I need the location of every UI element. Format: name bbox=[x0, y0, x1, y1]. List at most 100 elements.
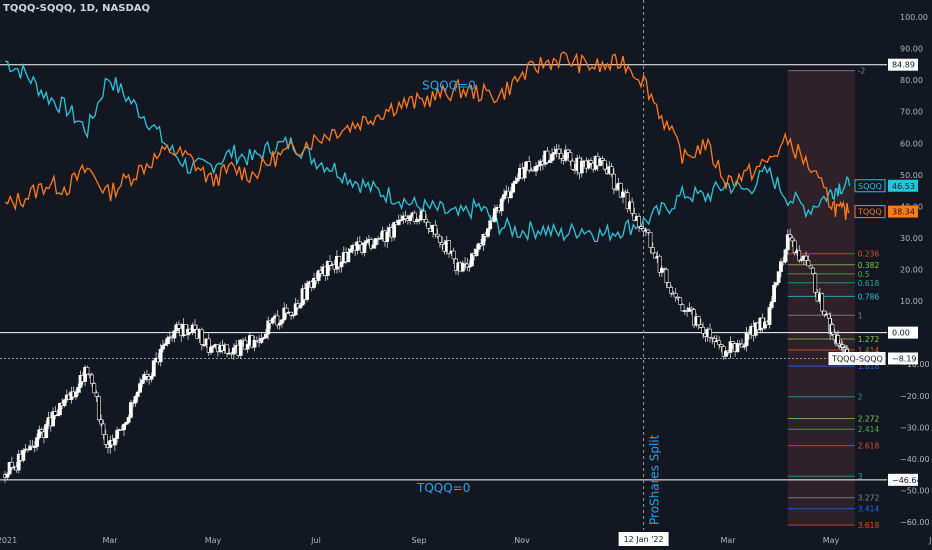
fib-level-label: 3.618 bbox=[858, 521, 880, 530]
candle bbox=[275, 315, 280, 326]
price-tag-value: −8.19 bbox=[892, 354, 917, 363]
hline-price-label: −46.64 bbox=[892, 476, 922, 485]
candle bbox=[92, 383, 97, 394]
y-tick-label: 30.00 bbox=[900, 234, 923, 243]
fib-level-label: 2.272 bbox=[858, 414, 880, 423]
fib-level-label: 1.414 bbox=[858, 346, 880, 355]
y-tick-label: 10.00 bbox=[900, 297, 923, 306]
candle bbox=[463, 262, 467, 265]
candle bbox=[305, 283, 310, 300]
candle bbox=[437, 235, 442, 243]
candle bbox=[252, 340, 257, 348]
x-tick-label: Sep bbox=[411, 536, 426, 545]
candle bbox=[142, 374, 147, 381]
candle bbox=[666, 282, 671, 288]
candle bbox=[744, 332, 749, 346]
candle bbox=[467, 265, 472, 268]
y-tick-label: −10.00 bbox=[900, 360, 930, 369]
candle bbox=[648, 232, 653, 248]
candle bbox=[55, 414, 60, 417]
candle bbox=[653, 252, 657, 259]
candle bbox=[662, 268, 667, 270]
candle bbox=[298, 304, 303, 309]
x-tick-label: May bbox=[823, 536, 840, 545]
fib-level-label: 1 bbox=[858, 311, 863, 320]
candle bbox=[199, 329, 204, 345]
candle bbox=[767, 307, 772, 325]
y-tick-label: 100.00 bbox=[900, 13, 928, 22]
y-tick-label: 50.00 bbox=[900, 171, 923, 180]
candle bbox=[16, 453, 21, 471]
candle bbox=[522, 167, 527, 179]
candle bbox=[193, 324, 197, 330]
price-tag-name-box bbox=[854, 179, 886, 193]
candle bbox=[779, 261, 783, 272]
candle bbox=[266, 320, 271, 335]
candle bbox=[140, 379, 145, 384]
fib-level-label: 0.618 bbox=[858, 279, 880, 288]
candle bbox=[698, 324, 703, 328]
fib-level-label: 3.272 bbox=[858, 494, 880, 503]
y-tick-label: 90.00 bbox=[900, 45, 923, 54]
candle bbox=[486, 228, 490, 237]
price-tag-name-box bbox=[828, 351, 886, 365]
x-tick-label: Jul bbox=[928, 536, 932, 545]
candle bbox=[790, 237, 795, 242]
y-tick-label: −30.00 bbox=[900, 423, 930, 432]
candle bbox=[763, 321, 767, 329]
y-tick-label: −60.00 bbox=[900, 518, 930, 527]
candle bbox=[792, 240, 797, 253]
candle bbox=[211, 345, 216, 348]
candle bbox=[769, 301, 774, 308]
candle bbox=[508, 191, 513, 199]
candle bbox=[618, 183, 623, 198]
candle bbox=[28, 445, 33, 450]
candle bbox=[515, 177, 520, 182]
candle bbox=[5, 473, 10, 478]
candle bbox=[481, 234, 486, 246]
candle bbox=[421, 210, 426, 220]
candle bbox=[566, 149, 570, 153]
candle bbox=[385, 231, 390, 242]
candle bbox=[259, 338, 264, 343]
candle bbox=[128, 402, 133, 418]
candle bbox=[312, 278, 316, 288]
candle bbox=[728, 341, 733, 353]
fib-level-label: 0.786 bbox=[858, 292, 880, 301]
x-tick-label: Mar bbox=[720, 536, 736, 545]
candle bbox=[488, 220, 493, 230]
candle bbox=[657, 255, 662, 273]
candle bbox=[660, 268, 664, 273]
chart-title: TQQQ-SQQQ, 1D, NASDAQ bbox=[3, 3, 151, 14]
candle bbox=[62, 399, 67, 406]
price-tag-value-box bbox=[888, 179, 918, 192]
candle bbox=[206, 338, 211, 353]
y-tick-label: −20.00 bbox=[900, 392, 930, 401]
candle bbox=[646, 229, 651, 233]
candle bbox=[291, 314, 296, 317]
candle bbox=[451, 250, 456, 260]
fib-level-label: 0.236 bbox=[858, 250, 880, 259]
candle bbox=[39, 429, 44, 433]
candle bbox=[730, 341, 735, 344]
candle bbox=[115, 429, 120, 439]
candle bbox=[602, 160, 607, 170]
series-tqqq-line bbox=[4, 51, 850, 221]
candle bbox=[559, 153, 564, 159]
candle bbox=[293, 303, 298, 316]
candle bbox=[51, 411, 55, 427]
candle bbox=[364, 240, 369, 244]
candle bbox=[138, 383, 142, 393]
price-tag-value-box bbox=[888, 352, 918, 365]
candle bbox=[680, 304, 685, 312]
candle bbox=[586, 160, 591, 169]
candle bbox=[710, 336, 715, 339]
candle bbox=[717, 340, 722, 345]
y-tick-label: 20.00 bbox=[900, 266, 923, 275]
candle bbox=[625, 192, 630, 210]
candle bbox=[101, 423, 106, 435]
candle bbox=[552, 152, 557, 155]
candle bbox=[74, 392, 78, 398]
annotation-sqqq-zero: SQQQ=0 bbox=[422, 79, 476, 93]
